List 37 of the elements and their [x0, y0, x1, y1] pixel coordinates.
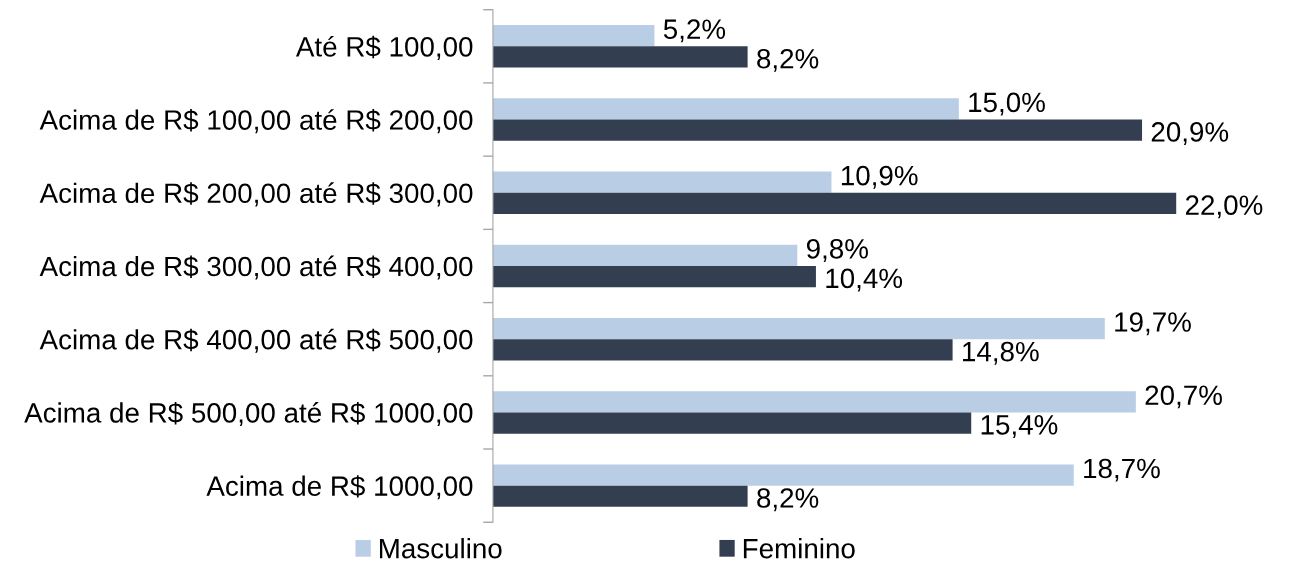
bar: [492, 464, 1074, 486]
bar: [492, 391, 1136, 413]
bar: [492, 265, 816, 288]
y-tick-label: Acima de R$ 400,00 até R$ 500,00: [39, 328, 473, 353]
bar: [492, 171, 832, 193]
data-label: 14,8%: [963, 341, 1039, 365]
data-label: 10,4%: [826, 268, 903, 292]
data-label: 9,8%: [806, 238, 868, 262]
bar: [492, 46, 748, 68]
data-label: 19,7%: [1115, 312, 1191, 336]
data-label: 10,9%: [841, 165, 918, 189]
bar: [492, 317, 1105, 340]
y-tick-label: Acima de R$ 500,00 até R$ 1000,00: [24, 401, 473, 427]
data-label: 20,9%: [1151, 122, 1229, 146]
y-tick-label: Até R$ 100,00: [295, 35, 473, 60]
data-label: 20,7%: [1145, 385, 1222, 409]
data-label: 15,0%: [969, 92, 1045, 116]
y-tick-label: Acima de R$ 300,00 até R$ 400,00: [39, 255, 473, 280]
bar: [492, 485, 748, 507]
data-label: 8,2%: [757, 48, 819, 72]
bar: [492, 412, 972, 434]
bar: [492, 98, 959, 120]
data-label: 8,2%: [757, 488, 819, 512]
data-label: 22,0%: [1185, 195, 1263, 219]
legend-label: Feminino: [743, 538, 855, 559]
data-label: 15,4%: [981, 415, 1058, 438]
bar: [492, 244, 798, 266]
bar: [492, 192, 1177, 214]
y-tick-label: Acima de R$ 200,00 até R$ 300,00: [39, 182, 473, 207]
data-label: 5,2%: [663, 19, 726, 43]
data-label: 18,7%: [1084, 458, 1160, 482]
bar: [492, 25, 655, 47]
legend-label: Masculino: [379, 538, 502, 559]
bar: [492, 339, 953, 361]
y-tick-label: Acima de R$ 100,00 até R$ 200,00: [39, 109, 473, 134]
y-tick-label: Acima de R$ 1000,00: [206, 475, 473, 500]
bar: [492, 119, 1143, 141]
